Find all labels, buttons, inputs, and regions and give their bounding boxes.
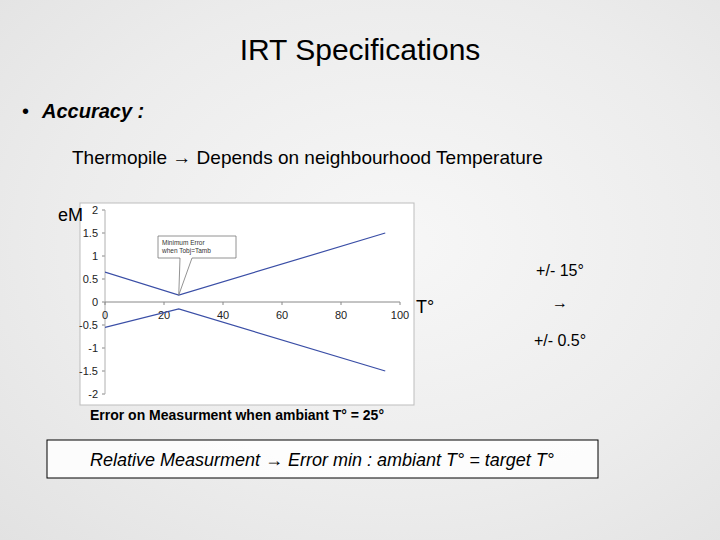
x-tick bbox=[400, 302, 401, 305]
x-tick bbox=[223, 302, 224, 305]
x-tick-label: 0 bbox=[102, 309, 108, 321]
footer-box bbox=[47, 440, 598, 478]
side-bottom: +/- 0.5° bbox=[534, 332, 586, 349]
callout-box bbox=[158, 236, 236, 295]
annotation-line: when Tobj=Tamb bbox=[161, 247, 211, 255]
x-tick bbox=[282, 302, 283, 305]
x-tick bbox=[105, 302, 106, 305]
y-tick-label: 1 bbox=[92, 250, 98, 262]
series-line bbox=[105, 309, 385, 371]
x-axis bbox=[105, 302, 400, 303]
title: IRT Specifications bbox=[240, 33, 481, 66]
footer: Relative Measurment → Error min : ambian… bbox=[90, 450, 554, 470]
x-tick bbox=[341, 302, 342, 305]
x-axis-label: T° bbox=[416, 297, 434, 317]
x-tick-label: 60 bbox=[276, 309, 288, 321]
chart-panel bbox=[80, 203, 414, 405]
x-tick-label: 80 bbox=[335, 309, 347, 321]
y-tick-label: 2 bbox=[92, 204, 98, 216]
series-line bbox=[105, 233, 385, 295]
y-tick-label: -1.5 bbox=[79, 365, 98, 377]
annotation: Minimum Errorwhen Tobj=Tamb bbox=[161, 239, 211, 255]
x-tick-label: 20 bbox=[158, 309, 170, 321]
subline: Thermopile → Depends on neighbourhood Te… bbox=[72, 147, 543, 168]
y-tick-label: 0 bbox=[92, 296, 98, 308]
y-tick-label: 1.5 bbox=[83, 227, 98, 239]
side-arrow: → bbox=[552, 294, 568, 311]
y-axis bbox=[105, 210, 106, 394]
bullet: • bbox=[22, 100, 29, 122]
y-tick-label: -1 bbox=[88, 342, 98, 354]
series-group bbox=[105, 233, 385, 371]
annotation-line: Minimum Error bbox=[162, 239, 205, 246]
y-tick-label: 0.5 bbox=[83, 273, 98, 285]
x-tick-label: 100 bbox=[391, 309, 409, 321]
y-axis-label: eM bbox=[58, 205, 83, 225]
x-tick-label: 40 bbox=[217, 309, 229, 321]
heading: Accuracy : bbox=[41, 100, 144, 122]
y-tick-label: -2 bbox=[88, 388, 98, 400]
y-tick-label: -0.5 bbox=[79, 319, 98, 331]
x-tick bbox=[164, 302, 165, 305]
caption: Error on Measurment when ambiant T° = 25… bbox=[90, 407, 384, 423]
side-top: +/- 15° bbox=[536, 262, 584, 279]
